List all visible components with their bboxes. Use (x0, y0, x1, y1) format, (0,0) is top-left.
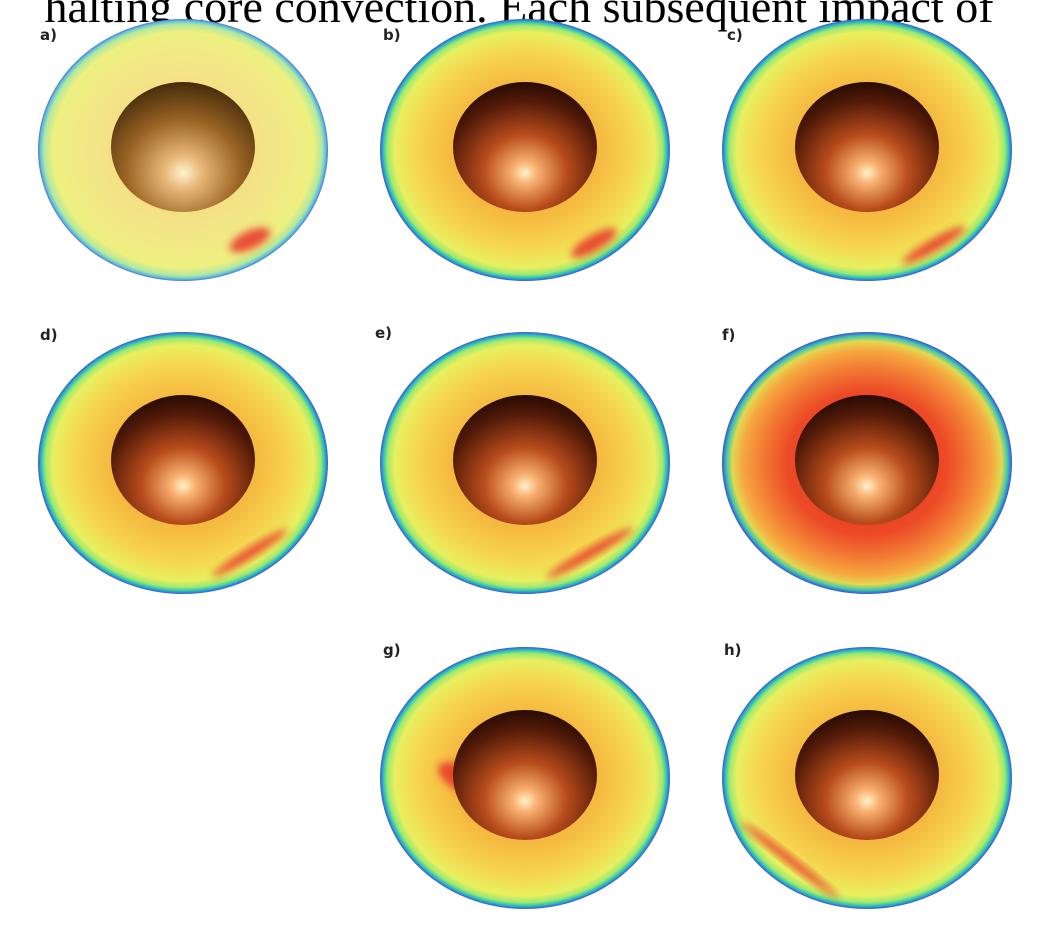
core (453, 82, 597, 212)
panels: a) b) c) d) e) f) g) h) (38, 19, 1012, 909)
hot-spot (571, 228, 617, 258)
panel-label: b) (383, 26, 401, 44)
hot-spot (741, 821, 839, 899)
panel: f) (722, 326, 1012, 594)
core (453, 710, 597, 840)
panel-label: e) (375, 324, 392, 342)
core (111, 82, 255, 212)
hot-spot (229, 227, 271, 253)
core (111, 395, 255, 525)
panel: d) (38, 326, 328, 594)
panel-label: c) (727, 26, 743, 44)
panel-label: d) (40, 326, 58, 344)
core (453, 395, 597, 525)
hot-spot (902, 226, 966, 264)
panel: a) (38, 19, 328, 281)
panel-label: f) (722, 326, 735, 344)
panel-label: g) (383, 641, 401, 659)
core (795, 395, 939, 525)
core (795, 710, 939, 840)
panel: g) (380, 641, 670, 909)
panel: c) (722, 19, 1012, 281)
panel-label: a) (40, 26, 57, 44)
hot-spot (212, 529, 288, 577)
panel: h) (722, 641, 1012, 909)
hot-spot (546, 527, 634, 579)
panel-label: h) (724, 641, 742, 659)
panel: e) (375, 324, 670, 594)
core (795, 82, 939, 212)
panel: b) (380, 19, 670, 281)
